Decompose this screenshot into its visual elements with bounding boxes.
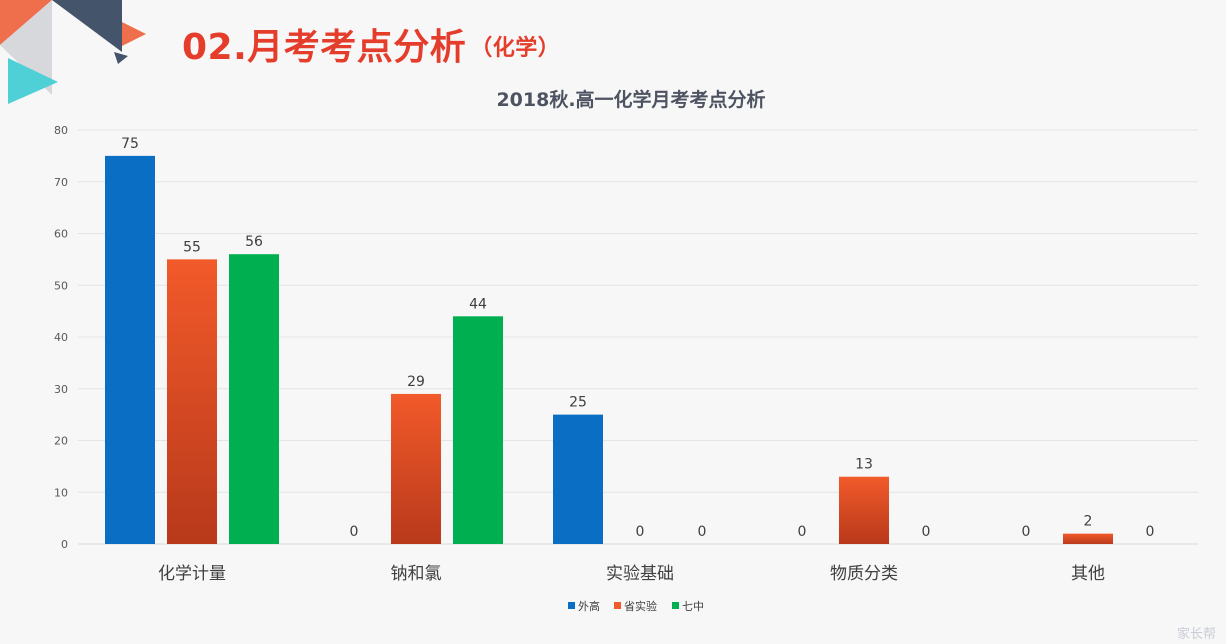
data-labels: 75 55 56 0 29 44 25 0 0 0 13 0 0 2 0	[121, 136, 1154, 540]
deco-small-orange-triangle	[122, 22, 146, 46]
chart-title: 2018秋.高一化学月考考点分析	[496, 88, 765, 111]
legend-label: 省实验	[624, 599, 657, 613]
bar	[105, 155, 155, 544]
data-label: 13	[855, 457, 873, 473]
slide-title: 02.月考考点分析 （化学）	[182, 18, 560, 70]
corner-decoration	[0, 0, 146, 104]
bar	[453, 316, 503, 544]
y-axis: 0 10 20 30 40 50 60 70 80	[54, 124, 68, 551]
bar	[839, 476, 889, 544]
y-tick-label: 70	[54, 176, 68, 189]
y-tick-label: 20	[54, 435, 68, 448]
deco-navy-triangle	[52, 0, 122, 52]
bar	[167, 259, 217, 544]
x-tick-label: 钠和氯	[391, 564, 442, 584]
data-label: 0	[798, 524, 807, 540]
deco-small-navy-triangle	[114, 52, 128, 64]
x-tick-label: 化学计量	[158, 564, 226, 584]
y-tick-label: 80	[54, 124, 68, 137]
data-label: 29	[407, 374, 425, 390]
data-label: 0	[1022, 524, 1031, 540]
data-label: 0	[1146, 524, 1155, 540]
data-label: 25	[569, 395, 587, 411]
y-tick-label: 0	[61, 538, 68, 551]
data-label: 44	[469, 296, 487, 312]
data-label: 0	[922, 524, 931, 540]
data-label: 0	[636, 524, 645, 540]
x-tick-label: 实验基础	[606, 564, 674, 584]
deco-grey-triangle	[0, 0, 52, 95]
data-label: 0	[350, 524, 359, 540]
deco-cyan-triangle	[8, 58, 58, 104]
data-label: 2	[1084, 514, 1093, 530]
y-tick-label: 40	[54, 331, 68, 344]
x-tick-label: 其他	[1071, 564, 1105, 584]
watermark: 家长帮	[1176, 627, 1216, 642]
legend: 外高 省实验 七中	[568, 599, 704, 613]
y-tick-label: 10	[54, 486, 68, 499]
y-tick-label: 50	[54, 279, 68, 292]
data-label: 0	[698, 524, 707, 540]
x-tick-label: 物质分类	[830, 564, 898, 584]
bar	[229, 254, 279, 544]
y-tick-label: 60	[54, 228, 68, 241]
legend-swatch	[568, 602, 575, 609]
data-label: 75	[121, 136, 139, 152]
bar	[391, 393, 441, 544]
legend-label: 七中	[682, 600, 704, 613]
data-label: 55	[183, 239, 201, 255]
legend-swatch	[672, 602, 679, 609]
slide-subtitle: （化学）	[470, 36, 561, 61]
y-tick-label: 30	[54, 383, 68, 396]
data-label: 56	[245, 234, 263, 250]
slide-title-text: 月考考点分析	[247, 27, 467, 68]
legend-label: 外高	[578, 599, 600, 613]
legend-swatch	[614, 602, 621, 609]
slide-number: 02.	[182, 27, 248, 68]
bars	[105, 155, 1113, 544]
bar	[553, 414, 603, 544]
x-axis: 化学计量 钠和氯 实验基础 物质分类 其他	[158, 564, 1105, 584]
bar	[1063, 533, 1113, 544]
